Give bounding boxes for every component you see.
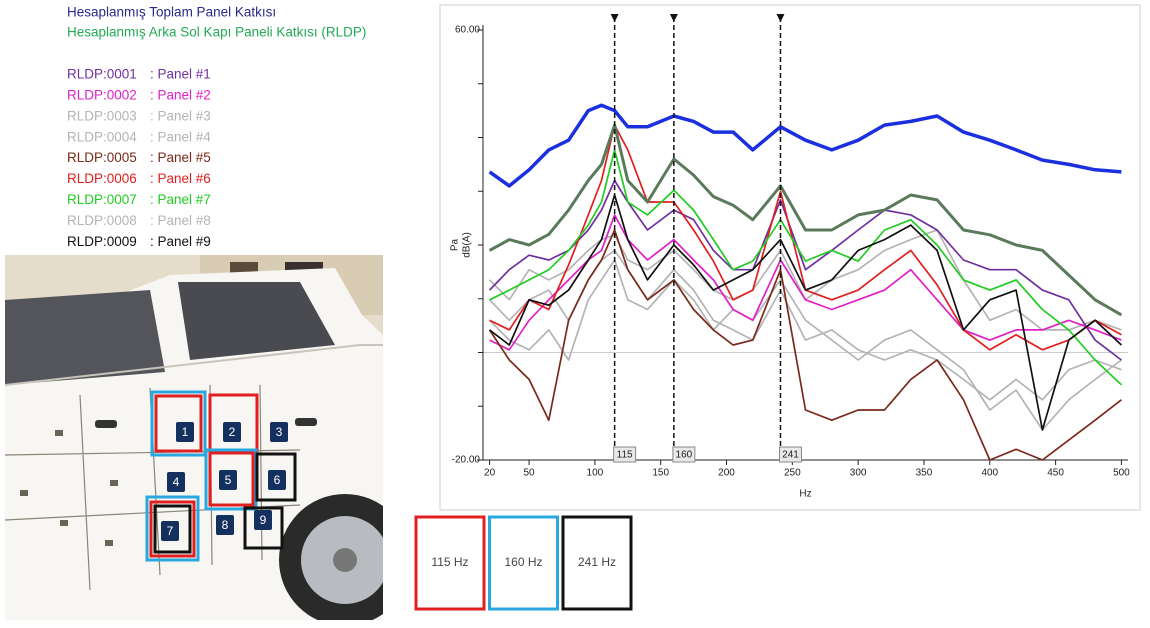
y-axis-unit: Pa: [450, 238, 461, 251]
cursor-legend-label: 115 Hz: [431, 555, 468, 569]
panel-label: 5: [225, 473, 232, 487]
series-line: [490, 105, 1122, 186]
legend-code: RLDP:0003: [67, 108, 137, 123]
panel-label: 2: [229, 425, 236, 439]
legend-code: RLDP:0007: [67, 192, 137, 207]
cursor-label: 160: [676, 450, 693, 461]
figure: 1 2 3 4 5 6 7 8 9 Hesaplanmış Toplam Panel Katkı…: [0, 0, 1150, 628]
x-tick-label: 500: [1113, 468, 1130, 479]
series-line: [490, 250, 1122, 399]
x-tick-label: 20: [484, 468, 496, 479]
cursor-marker: [776, 14, 784, 22]
legend-name: : Panel #2: [150, 87, 211, 102]
legend-name: : Panel #5: [150, 150, 211, 165]
cursor-legend-label: 241 Hz: [578, 555, 616, 569]
x-tick-label: 100: [587, 468, 604, 479]
legend-name: : Panel #1: [150, 67, 211, 82]
cursor-legend-label: 160 Hz: [504, 555, 542, 569]
legend-code: RLDP:0009: [67, 234, 137, 249]
legend-code: RLDP:0002: [67, 87, 137, 102]
legend-name: : Panel #3: [150, 108, 211, 123]
series-line: [490, 181, 1122, 361]
cursor-marker: [611, 14, 619, 22]
panel-label: 7: [167, 524, 174, 538]
legend-title: Hesaplanmış Toplam Panel Katkısı: [67, 5, 276, 20]
x-tick-label: 300: [850, 468, 867, 479]
x-tick-label: 350: [916, 468, 933, 479]
x-tick-label: 150: [652, 468, 669, 479]
panel-label: 9: [260, 513, 267, 527]
panel-label: 6: [274, 473, 281, 487]
y-tick-label: -20.00: [452, 455, 481, 466]
legend-code: RLDP:0001: [67, 67, 137, 82]
panel-label: 8: [222, 518, 229, 532]
car-photo: [5, 255, 411, 626]
cursor-label: 241: [782, 450, 799, 461]
legend-code: RLDP:0004: [67, 129, 137, 144]
panel-label: 3: [276, 425, 283, 439]
cursor-label: 115: [617, 450, 633, 461]
legend-name: : Panel #6: [150, 171, 211, 186]
panel-label: 4: [173, 475, 180, 489]
legend-code: RLDP:0006: [67, 171, 137, 186]
x-tick-label: 50: [524, 468, 536, 479]
y-axis-label: dB(A): [462, 232, 473, 258]
y-tick-label: 60.00: [455, 25, 480, 36]
x-tick-label: 450: [1047, 468, 1064, 479]
legend-name: : Panel #4: [150, 129, 211, 144]
x-axis-label: Hz: [799, 489, 811, 500]
legend-code: RLDP:0008: [67, 213, 137, 228]
legend-name: : Panel #9: [150, 234, 211, 249]
legend-code: RLDP:0005: [67, 150, 137, 165]
x-tick-label: 250: [784, 468, 801, 479]
legend-name: : Panel #8: [150, 213, 211, 228]
legend-title: Hesaplanmış Arka Sol Kapı Paneli Katkısı…: [67, 25, 366, 40]
x-tick-label: 400: [981, 468, 998, 479]
legend-name: : Panel #7: [150, 192, 211, 207]
x-tick-label: 200: [718, 468, 735, 479]
cursor-marker: [670, 14, 678, 22]
series-line: [490, 230, 1122, 330]
series-line: [490, 125, 1122, 350]
panel-label: 1: [182, 425, 189, 439]
